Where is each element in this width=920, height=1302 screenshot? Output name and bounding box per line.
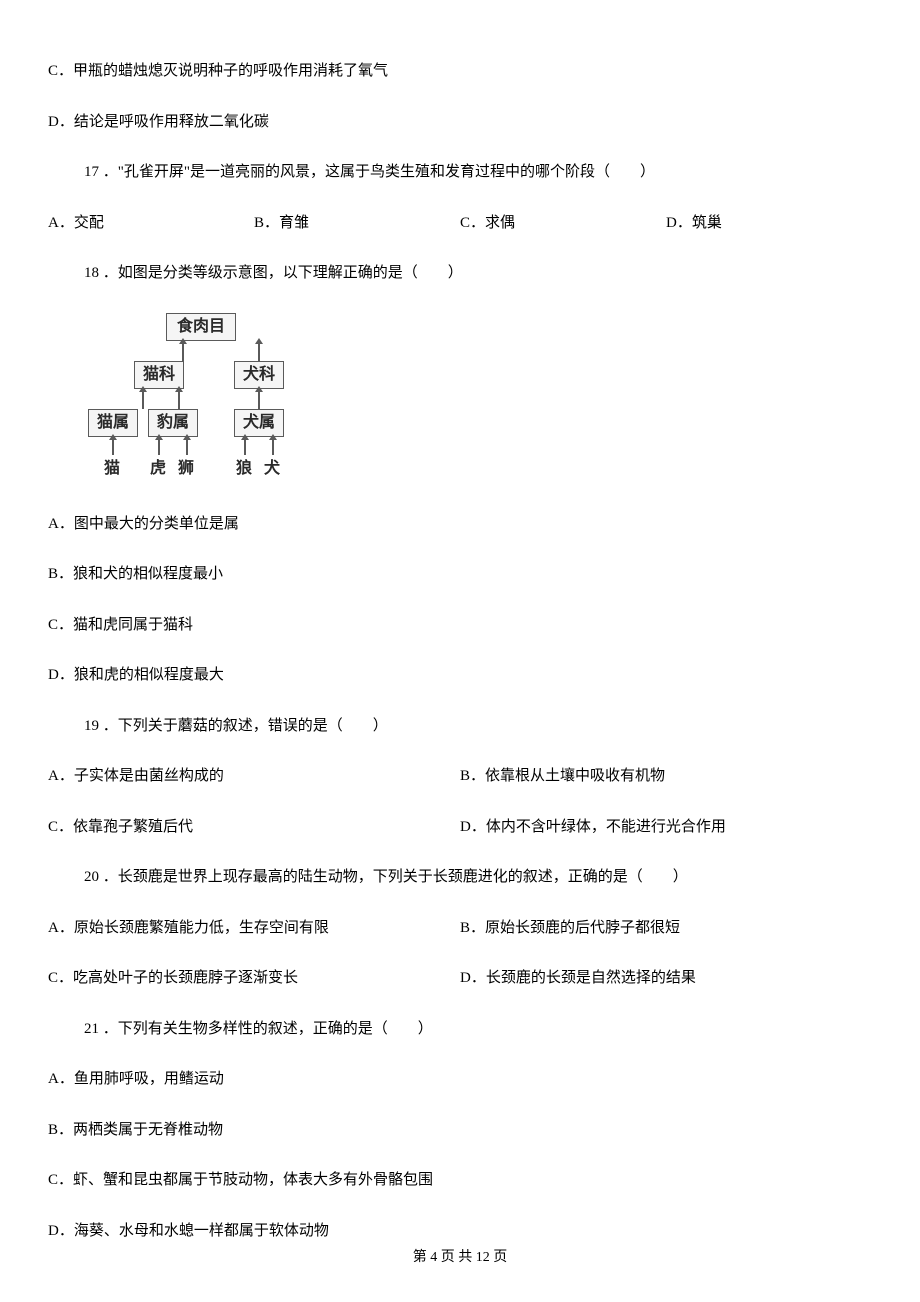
- taxon-order: 食肉目: [166, 313, 236, 341]
- q19-option-d: D．体内不含叶绿体，不能进行光合作用: [460, 816, 872, 839]
- q17-option-d: D．筑巢: [666, 212, 872, 235]
- q19-options-row1: A．子实体是由菌丝构成的 B．依靠根从土壤中吸收有机物: [48, 765, 872, 788]
- taxon-species: 狼: [236, 457, 252, 481]
- q20-option-a: A．原始长颈鹿繁殖能力低，生存空间有限: [48, 917, 460, 940]
- arrow-icon: [142, 391, 144, 409]
- q17-option-c: C．求偶: [460, 212, 666, 235]
- arrow-icon: [178, 391, 180, 409]
- q19-stem: 19 ．下列关于蘑菇的叙述，错误的是（ ）: [48, 715, 872, 738]
- arrow-icon: [258, 391, 260, 409]
- q19-option-b: B．依靠根从土壤中吸收有机物: [460, 765, 872, 788]
- taxon-genus-cat: 猫属: [88, 409, 138, 437]
- q17-option-b: B．育雏: [254, 212, 460, 235]
- q19-options-row2: C．依靠孢子繁殖后代 D．体内不含叶绿体，不能进行光合作用: [48, 816, 872, 839]
- q20-option-d: D．长颈鹿的长颈是自然选择的结果: [460, 967, 872, 990]
- q20-option-c: C．吃高处叶子的长颈鹿脖子逐渐变长: [48, 967, 460, 990]
- arrow-icon: [158, 439, 160, 455]
- q21-stem: 21 ．下列有关生物多样性的叙述，正确的是（ ）: [48, 1018, 872, 1041]
- q18-option-b: B．狼和犬的相似程度最小: [48, 563, 872, 586]
- q19-option-a: A．子实体是由菌丝构成的: [48, 765, 460, 788]
- page-footer: 第 4 页 共 12 页: [0, 1247, 920, 1268]
- q16-option-d: D．结论是呼吸作用释放二氧化碳: [48, 111, 872, 134]
- q21-option-a: A．鱼用肺呼吸，用鳍运动: [48, 1068, 872, 1091]
- q18-diagram: 食肉目 猫科 犬科 猫属 豹属 犬属 猫 虎 狮 狼 犬: [82, 313, 872, 489]
- arrow-icon: [186, 439, 188, 455]
- taxon-species: 犬: [264, 457, 280, 481]
- q20-option-b: B．原始长颈鹿的后代脖子都很短: [460, 917, 872, 940]
- q18-option-d: D．狼和虎的相似程度最大: [48, 664, 872, 687]
- taxon-species: 虎: [150, 457, 166, 481]
- q21-option-c: C．虾、蟹和昆虫都属于节肢动物，体表大多有外骨骼包围: [48, 1169, 872, 1192]
- q21-option-b: B．两栖类属于无脊椎动物: [48, 1119, 872, 1142]
- q18-option-c: C．猫和虎同属于猫科: [48, 614, 872, 637]
- arrow-icon: [272, 439, 274, 455]
- q20-options-row1: A．原始长颈鹿繁殖能力低，生存空间有限 B．原始长颈鹿的后代脖子都很短: [48, 917, 872, 940]
- q17-options: A．交配 B．育雏 C．求偶 D．筑巢: [48, 212, 872, 235]
- q19-option-c: C．依靠孢子繁殖后代: [48, 816, 460, 839]
- q20-stem: 20 ．长颈鹿是世界上现存最高的陆生动物，下列关于长颈鹿进化的叙述，正确的是（ …: [48, 866, 872, 889]
- q17-option-a: A．交配: [48, 212, 254, 235]
- taxon-family-cat: 猫科: [134, 361, 184, 389]
- arrow-icon: [182, 343, 184, 361]
- arrow-icon: [258, 343, 260, 361]
- arrow-icon: [244, 439, 246, 455]
- taxon-genus-dog: 犬属: [234, 409, 284, 437]
- q18-stem: 18 ．如图是分类等级示意图，以下理解正确的是（ ）: [48, 262, 872, 285]
- taxon-species: 猫: [104, 457, 120, 481]
- taxon-genus-panthera: 豹属: [148, 409, 198, 437]
- q16-option-c: C．甲瓶的蜡烛熄灭说明种子的呼吸作用消耗了氧气: [48, 60, 872, 83]
- q20-options-row2: C．吃高处叶子的长颈鹿脖子逐渐变长 D．长颈鹿的长颈是自然选择的结果: [48, 967, 872, 990]
- taxon-family-dog: 犬科: [234, 361, 284, 389]
- arrow-icon: [112, 439, 114, 455]
- q18-option-a: A．图中最大的分类单位是属: [48, 513, 872, 536]
- q17-stem: 17 ．"孔雀开屏"是一道亮丽的风景，这属于鸟类生殖和发育过程中的哪个阶段（ ）: [48, 161, 872, 184]
- q21-option-d: D．海葵、水母和水螅一样都属于软体动物: [48, 1220, 872, 1243]
- taxon-species: 狮: [178, 457, 194, 481]
